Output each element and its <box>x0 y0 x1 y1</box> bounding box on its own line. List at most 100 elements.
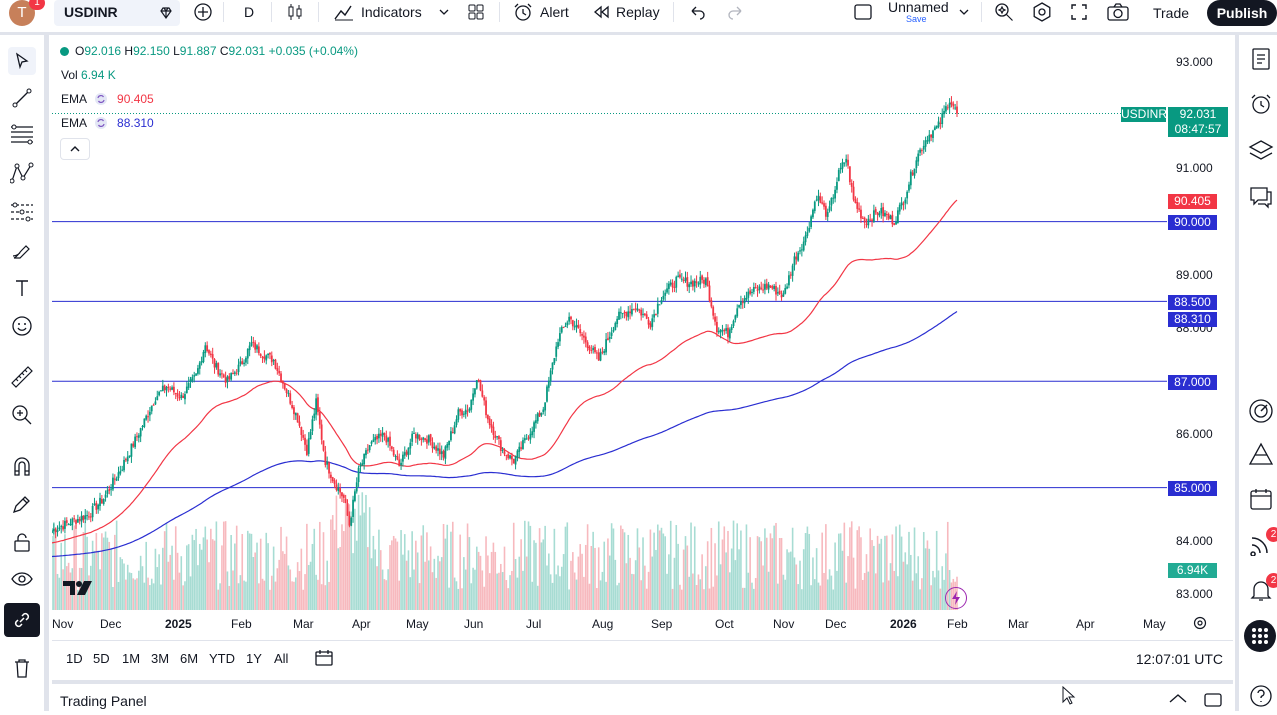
measure-tool[interactable] <box>8 363 36 391</box>
fib-tool[interactable] <box>8 121 36 149</box>
publish-button[interactable]: Publish <box>1207 0 1277 26</box>
alert-button[interactable]: Alert <box>512 0 569 24</box>
indicators-button[interactable]: Indicators <box>333 0 422 24</box>
range-button-6m[interactable]: 6M <box>180 651 199 666</box>
diamond-icon[interactable] <box>158 5 174 21</box>
candle-body <box>802 241 805 251</box>
range-button-5d[interactable]: 5D <box>93 651 110 666</box>
low-value: 91.887 <box>179 44 217 58</box>
layout-menu-button[interactable] <box>957 0 971 24</box>
range-button-all[interactable]: All <box>274 651 289 666</box>
candle-body <box>257 346 260 354</box>
volume-bar <box>160 584 162 610</box>
volume-bar <box>836 570 838 610</box>
volume-bar <box>671 588 674 610</box>
candle-body <box>736 308 739 317</box>
layouts-button[interactable] <box>466 0 486 24</box>
candle-body <box>863 217 866 223</box>
candle-body <box>520 447 523 449</box>
events-button[interactable] <box>945 587 967 609</box>
ema-slow-legend[interactable]: EMA 88.310 <box>61 116 154 130</box>
lock-drawings-tool[interactable] <box>8 528 36 556</box>
tradingview-logo[interactable] <box>62 578 96 603</box>
trading-panel-collapse-button[interactable] <box>1168 692 1188 711</box>
indicator-templates-button[interactable] <box>437 0 451 24</box>
candle-body <box>311 419 314 432</box>
streams-button[interactable] <box>1247 530 1275 558</box>
sync-drawings-tool[interactable] <box>4 603 40 637</box>
emoji-tool[interactable] <box>8 312 36 340</box>
chart-pane[interactable]: O92.016 H92.150 L91.887 C92.031 +0.035 (… <box>52 38 1233 637</box>
volume-bar <box>138 570 140 610</box>
replay-button[interactable]: Replay <box>592 0 660 24</box>
brush-tool[interactable] <box>8 236 36 264</box>
snapshot-button[interactable] <box>1106 0 1130 24</box>
pattern-tool[interactable] <box>8 159 36 187</box>
volume-bar <box>514 559 517 610</box>
volume-bar <box>930 585 932 610</box>
ema-fast-legend[interactable]: EMA 90.405 <box>61 92 154 106</box>
volume-bar <box>862 579 864 610</box>
interval-button[interactable]: D <box>244 0 254 24</box>
range-button-1y[interactable]: 1Y <box>246 651 262 666</box>
symbol-search[interactable]: USDINR <box>54 0 180 26</box>
volume-bar <box>777 583 779 610</box>
price-axis-label: 86.000 <box>1176 427 1213 442</box>
ema-fast-line[interactable] <box>52 199 958 544</box>
volume-bar <box>125 579 127 610</box>
help-button[interactable] <box>1247 682 1275 710</box>
time-axis-settings-button[interactable] <box>1192 615 1208 636</box>
volume-bar <box>564 526 567 610</box>
calendar-button[interactable] <box>1247 485 1275 513</box>
remove-drawings-tool[interactable] <box>8 654 36 682</box>
redo-button[interactable] <box>727 0 745 24</box>
magnet-tool[interactable] <box>8 452 36 480</box>
trend-line-tool[interactable] <box>8 84 36 112</box>
hide-drawings-tool[interactable] <box>8 565 36 593</box>
time-axis-label: Mar <box>293 617 314 631</box>
fullscreen-button[interactable] <box>1069 0 1089 24</box>
settings-button[interactable] <box>1031 0 1053 24</box>
stay-in-drawing-tool[interactable] <box>8 490 36 518</box>
text-tool[interactable] <box>8 274 36 302</box>
open-label: O <box>75 44 85 58</box>
date-range-picker[interactable] <box>314 648 334 673</box>
undo-button[interactable] <box>688 0 706 24</box>
range-button-ytd[interactable]: YTD <box>209 651 235 666</box>
layout-checkbox[interactable] <box>853 0 873 24</box>
trading-panel-title[interactable]: Trading Panel <box>60 693 147 709</box>
collapse-legend-button[interactable] <box>60 138 90 160</box>
technicals-button[interactable] <box>1247 397 1275 425</box>
chats-button[interactable] <box>1247 183 1275 211</box>
compare-add-button[interactable] <box>193 0 213 24</box>
alerts-button[interactable] <box>1247 90 1275 118</box>
watchlist-button[interactable] <box>1247 45 1275 73</box>
quick-search-button[interactable] <box>993 0 1015 24</box>
price-chart[interactable] <box>52 38 1233 637</box>
products-button[interactable] <box>1244 620 1276 652</box>
ideas-button[interactable] <box>1247 440 1275 468</box>
candle-body <box>538 413 541 417</box>
candle-body <box>921 150 923 152</box>
ema-slow-line[interactable] <box>52 311 958 558</box>
volume-bar <box>328 581 330 610</box>
layout-name-button[interactable]: Unnamed Save <box>884 0 950 26</box>
trade-button[interactable]: Trade <box>1152 5 1190 21</box>
clock[interactable]: 12:07:01 UTC <box>1135 651 1223 667</box>
candle-body <box>75 520 77 524</box>
range-button-3m[interactable]: 3M <box>151 651 170 666</box>
range-button-1m[interactable]: 1M <box>122 651 141 666</box>
object-tree-button[interactable] <box>1247 136 1275 164</box>
forecast-tool[interactable] <box>8 198 36 226</box>
volume-bar <box>263 580 266 610</box>
mouse-cursor-icon <box>1062 686 1076 705</box>
range-button-1d[interactable]: 1D <box>66 651 83 666</box>
candle-body <box>956 106 958 114</box>
trading-panel-maximize-button[interactable] <box>1204 692 1222 713</box>
zoom-in-tool[interactable] <box>8 401 36 429</box>
volume-bar <box>389 545 391 610</box>
cursor-tool[interactable] <box>8 47 36 75</box>
candle-body <box>865 223 868 225</box>
notifications-button[interactable] <box>1247 576 1275 604</box>
chart-type-button[interactable] <box>285 0 305 24</box>
